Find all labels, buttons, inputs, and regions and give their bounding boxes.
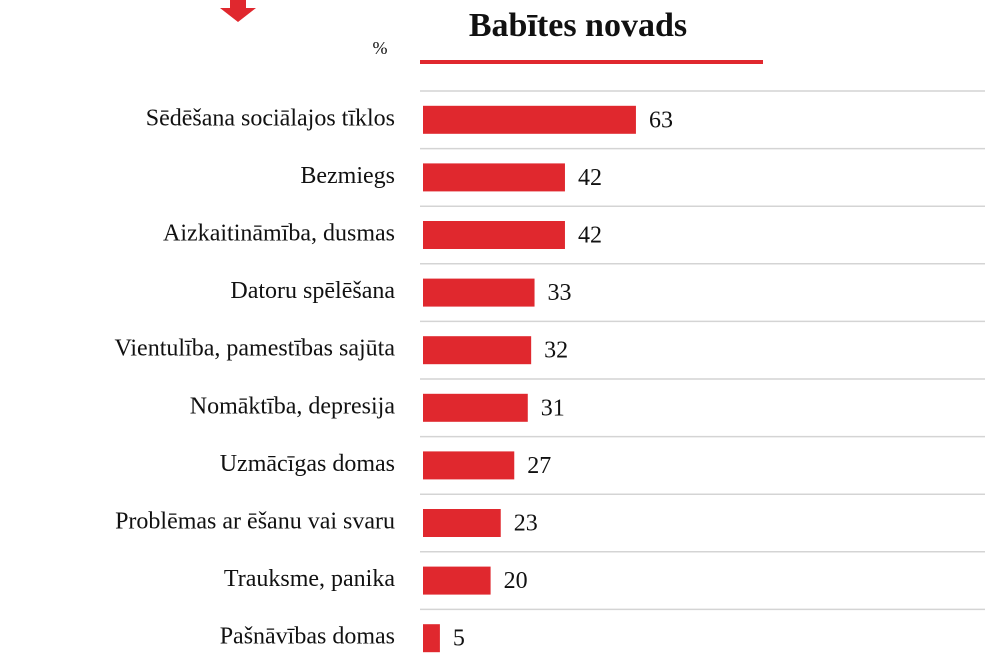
value-label: 63: [649, 107, 673, 133]
value-label: 20: [504, 568, 528, 594]
value-label: 27: [527, 453, 551, 479]
category-label: Nomāktība, depresija: [190, 393, 396, 419]
bar: [423, 221, 565, 249]
category-label: Vientulība, pamestības sajūta: [115, 336, 396, 362]
category-label: Aizkaitināmība, dusmas: [163, 221, 395, 247]
category-label: Datoru spēlēšana: [230, 278, 395, 304]
value-label: 23: [514, 511, 538, 537]
category-label: Sēdēšana sociālajos tīklos: [146, 105, 395, 131]
value-label: 42: [578, 165, 602, 191]
value-label: 33: [548, 280, 572, 306]
chart-title: Babītes novads: [469, 7, 687, 44]
category-label: Uzmācīgas domas: [220, 451, 395, 477]
bar: [423, 393, 528, 422]
category-label: Trauksme, panika: [224, 566, 395, 592]
value-label: 42: [578, 223, 602, 249]
title-underline: [420, 60, 763, 64]
bar: [423, 163, 565, 192]
bar: [423, 566, 491, 595]
bar: [423, 278, 535, 307]
bar: [423, 336, 532, 365]
unit-label: %: [373, 38, 388, 58]
bar: [423, 624, 440, 653]
category-label: Bezmiegs: [300, 163, 395, 189]
bar: [423, 105, 636, 134]
bar: [423, 451, 515, 480]
value-label: 5: [453, 626, 465, 652]
category-label: Pašnāvības domas: [220, 624, 395, 650]
bar: [423, 509, 501, 537]
value-label: 32: [544, 338, 568, 364]
arrow-icon: [220, 0, 256, 22]
category-label: Problēmas ar ēšanu vai svaru: [115, 509, 395, 535]
value-label: 31: [541, 395, 565, 421]
